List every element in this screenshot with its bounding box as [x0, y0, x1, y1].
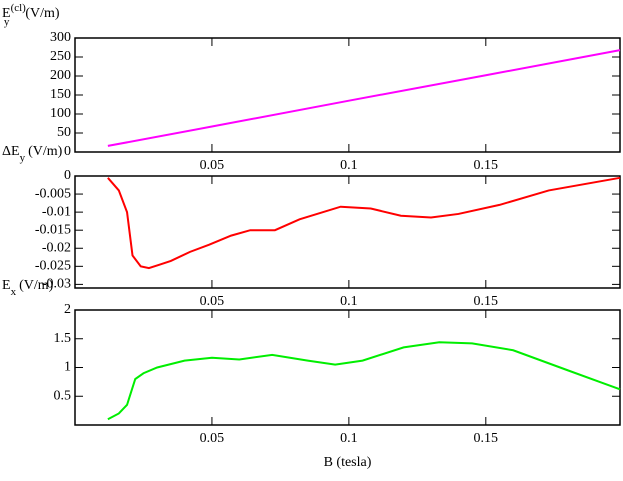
label-sup: (cl): [11, 2, 27, 14]
y-tick-label: -0.03: [42, 277, 71, 292]
label-sub: x: [11, 286, 17, 298]
y-tick-label: 200: [50, 68, 71, 83]
plot-frame: [74, 37, 621, 153]
plot-frame: [74, 175, 621, 289]
y-tick-label: 0.5: [54, 388, 72, 403]
x-tick-label: 0.05: [200, 294, 225, 309]
y-tick-label: 300: [50, 30, 71, 45]
x-axis-title: B (tesla): [324, 455, 372, 470]
y-tick-label: -0.005: [35, 186, 71, 201]
y-tick-label: 100: [50, 106, 71, 121]
y-tick-label: 1: [64, 360, 71, 375]
y-tick-label: 0: [64, 144, 71, 159]
y-tick-label: -0.015: [35, 222, 71, 237]
label-base: ΔE: [2, 144, 20, 159]
y-tick-label: -0.02: [42, 240, 71, 255]
y-axis-title: ΔEy (V/m): [2, 144, 63, 163]
x-tick-label: 0.1: [340, 158, 358, 173]
y-tick-label: 1.5: [54, 331, 72, 346]
label-base: E: [2, 278, 11, 293]
y-tick-label: -0.025: [35, 259, 71, 274]
x-tick-label: 0.05: [200, 158, 225, 173]
label-base: E: [2, 6, 11, 21]
x-tick-label: 0.1: [340, 294, 358, 309]
x-tick-label: 0.15: [474, 431, 499, 446]
y-tick-label: 50: [57, 125, 71, 140]
y-axis-title: Ex (V/m): [2, 278, 54, 297]
label-unit: (V/m): [25, 6, 60, 21]
y-tick-label: 0: [64, 168, 71, 183]
x-tick-label: 0.05: [200, 431, 225, 446]
label-sub: y: [4, 16, 10, 28]
data-line: [107, 176, 621, 270]
data-line: [107, 49, 621, 147]
y-tick-label: 150: [50, 87, 71, 102]
label-sub: y: [20, 152, 26, 164]
x-tick-label: 0.15: [474, 294, 499, 309]
data-line: [107, 341, 621, 421]
x-tick-label: 0.1: [340, 431, 358, 446]
label-unit: (V/m): [28, 144, 63, 159]
y-tick-label: 2: [64, 302, 71, 317]
x-tick-label: 0.15: [474, 158, 499, 173]
y-tick-label: -0.01: [42, 204, 71, 219]
y-axis-title: E(cl) y (V/m): [2, 2, 60, 28]
label-unit: (V/m): [19, 278, 54, 293]
y-tick-label: 250: [50, 49, 71, 64]
